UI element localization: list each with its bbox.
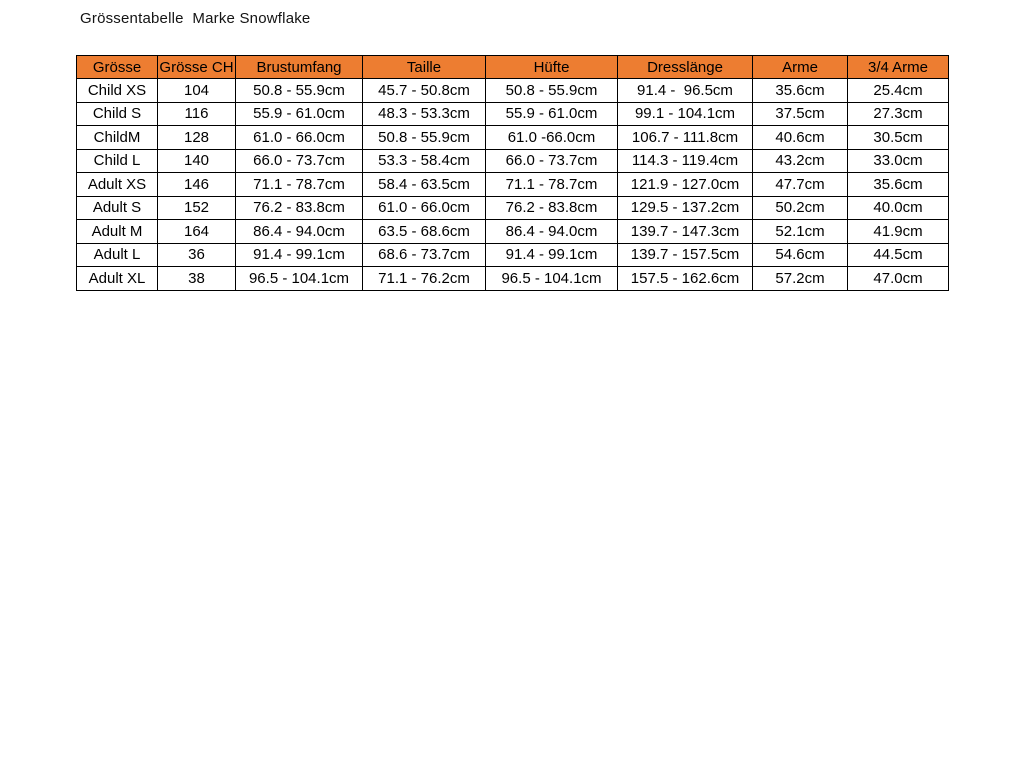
table-cell: 47.7cm	[752, 172, 848, 197]
table-cell: 116	[157, 101, 236, 126]
table-cell: 129.5 - 137.2cm	[617, 195, 753, 220]
table-cell: 47.0cm	[847, 266, 949, 291]
table-cell: Adult XL	[76, 266, 158, 291]
table-cell: 33.0cm	[847, 148, 949, 173]
table-cell: 35.6cm	[752, 78, 848, 103]
table-cell: 71.1 - 78.7cm	[485, 172, 618, 197]
table-cell: 44.5cm	[847, 242, 949, 267]
table-cell: 61.0 - 66.0cm	[362, 195, 486, 220]
table-cell: 40.0cm	[847, 195, 949, 220]
table-row: Adult XL 38 96.5 - 104.1cm 71.1 - 76.2cm 96.…	[76, 266, 949, 291]
table-cell: 68.6 - 73.7cm	[362, 242, 486, 267]
header-cell: Hüfte	[485, 55, 618, 79]
table-cell: 66.0 - 73.7cm	[485, 148, 618, 173]
table-cell: 71.1 - 78.7cm	[235, 172, 363, 197]
table-cell: 50.2cm	[752, 195, 848, 220]
table-row: ChildM 128 61.0 - 66.0cm 50.8 - 55.9cm 61.0 …	[76, 125, 949, 150]
size-chart-table: Grösse Grösse CH Brustumfang Taille Hüfte Dre…	[76, 55, 949, 291]
table-cell: 50.8 - 55.9cm	[362, 125, 486, 150]
table-cell: 40.6cm	[752, 125, 848, 150]
table-cell: 52.1cm	[752, 219, 848, 244]
table-cell: 58.4 - 63.5cm	[362, 172, 486, 197]
table-cell: Child XS	[76, 78, 158, 103]
table-cell: 30.5cm	[847, 125, 949, 150]
table-cell: 45.7 - 50.8cm	[362, 78, 486, 103]
header-cell: Brustumfang	[235, 55, 363, 79]
table-cell: 86.4 - 94.0cm	[235, 219, 363, 244]
table-cell: 71.1 - 76.2cm	[362, 266, 486, 291]
table-cell: 50.8 - 55.9cm	[235, 78, 363, 103]
table-cell: 38	[157, 266, 236, 291]
page-title: Grössentabelle Marke Snowflake	[80, 10, 311, 27]
table-cell: ChildM	[76, 125, 158, 150]
table-cell: Adult XS	[76, 172, 158, 197]
table-cell: 55.9 - 61.0cm	[235, 101, 363, 126]
table-row: Child L 140 66.0 - 73.7cm 53.3 - 58.4cm 66.0…	[76, 148, 949, 173]
table-cell: 43.2cm	[752, 148, 848, 173]
table-cell: 91.4 - 99.1cm	[235, 242, 363, 267]
header-cell: Dresslänge	[617, 55, 753, 79]
table-cell: Adult S	[76, 195, 158, 220]
table-cell: 164	[157, 219, 236, 244]
table-row: Adult M 164 86.4 - 94.0cm 63.5 - 68.6cm 86.4…	[76, 219, 949, 244]
table-cell: 50.8 - 55.9cm	[485, 78, 618, 103]
table-row: Child S 116 55.9 - 61.0cm 48.3 - 53.3cm 55.9…	[76, 101, 949, 126]
table-cell: 139.7 - 157.5cm	[617, 242, 753, 267]
table-cell: 76.2 - 83.8cm	[485, 195, 618, 220]
table-cell: 128	[157, 125, 236, 150]
table-cell: 37.5cm	[752, 101, 848, 126]
header-cell: Taille	[362, 55, 486, 79]
table-cell: 66.0 - 73.7cm	[235, 148, 363, 173]
table-cell: 114.3 - 119.4cm	[617, 148, 753, 173]
header-cell: Grösse	[76, 55, 158, 79]
table-cell: 152	[157, 195, 236, 220]
table-cell: 53.3 - 58.4cm	[362, 148, 486, 173]
table-cell: 27.3cm	[847, 101, 949, 126]
header-cell: Grösse CH	[157, 55, 236, 79]
table-cell: 104	[157, 78, 236, 103]
table-header: Grösse Grösse CH Brustumfang Taille Hüfte Dre…	[76, 55, 949, 79]
table-cell: 61.0 -66.0cm	[485, 125, 618, 150]
table-cell: 86.4 - 94.0cm	[485, 219, 618, 244]
table-cell: 63.5 - 68.6cm	[362, 219, 486, 244]
table-cell: Adult M	[76, 219, 158, 244]
table-cell: 96.5 - 104.1cm	[485, 266, 618, 291]
table-body: Child XS 104 50.8 - 55.9cm 45.7 - 50.8cm 50.…	[76, 78, 949, 291]
table-cell: 35.6cm	[847, 172, 949, 197]
header-cell: 3/4 Arme	[847, 55, 949, 79]
table-row: Adult L 36 91.4 - 99.1cm 68.6 - 73.7cm 91.4 …	[76, 242, 949, 267]
table-cell: 157.5 - 162.6cm	[617, 266, 753, 291]
table-cell: 146	[157, 172, 236, 197]
table-cell: 139.7 - 147.3cm	[617, 219, 753, 244]
table-cell: 76.2 - 83.8cm	[235, 195, 363, 220]
table-row: Adult XS 146 71.1 - 78.7cm 58.4 - 63.5cm 71.…	[76, 172, 949, 197]
table-cell: 54.6cm	[752, 242, 848, 267]
table-row: Adult S 152 76.2 - 83.8cm 61.0 - 66.0cm 76.2…	[76, 195, 949, 220]
header-cell: Arme	[752, 55, 848, 79]
table-cell: 99.1 - 104.1cm	[617, 101, 753, 126]
table-cell: Child S	[76, 101, 158, 126]
header-row: Grösse Grösse CH Brustumfang Taille Hüfte Dre…	[76, 55, 949, 79]
table-cell: 36	[157, 242, 236, 267]
table-cell: 57.2cm	[752, 266, 848, 291]
table-cell: 91.4 - 96.5cm	[617, 78, 753, 103]
table-cell: 91.4 - 99.1cm	[485, 242, 618, 267]
table-cell: 61.0 - 66.0cm	[235, 125, 363, 150]
table-cell: 96.5 - 104.1cm	[235, 266, 363, 291]
table-cell: 48.3 - 53.3cm	[362, 101, 486, 126]
table-cell: 25.4cm	[847, 78, 949, 103]
table-row: Child XS 104 50.8 - 55.9cm 45.7 - 50.8cm 50.…	[76, 78, 949, 103]
table-cell: Adult L	[76, 242, 158, 267]
table-cell: 121.9 - 127.0cm	[617, 172, 753, 197]
table-cell: Child L	[76, 148, 158, 173]
table-cell: 106.7 - 111.8cm	[617, 125, 753, 150]
table-cell: 41.9cm	[847, 219, 949, 244]
table-cell: 55.9 - 61.0cm	[485, 101, 618, 126]
table-cell: 140	[157, 148, 236, 173]
